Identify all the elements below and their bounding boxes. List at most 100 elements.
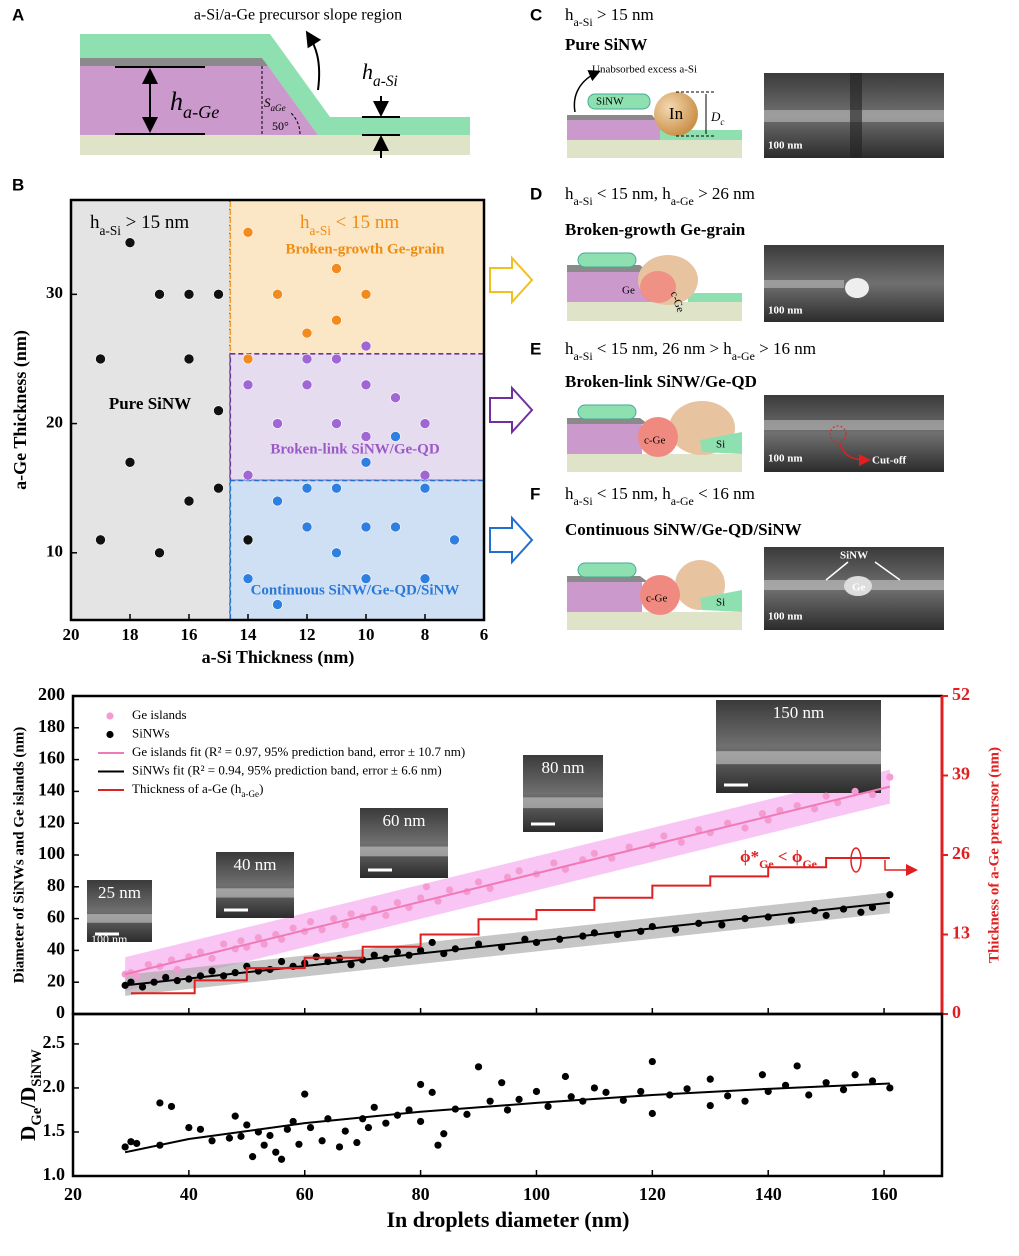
data-point: [660, 832, 668, 840]
cutoff-label: Cut-off: [872, 455, 907, 467]
data-point: [822, 911, 830, 920]
data-point: [532, 1087, 541, 1096]
data-point: [677, 838, 685, 846]
data-point: [185, 1123, 193, 1132]
h-si-label: ha-Si: [362, 59, 398, 90]
y-tick-label: 60: [47, 907, 65, 927]
data-point: [289, 1117, 297, 1126]
data-point: [417, 894, 425, 902]
data-point: [272, 1148, 280, 1156]
data-point: [741, 824, 749, 832]
data-point: [127, 1138, 135, 1146]
data-point: [331, 263, 342, 274]
y-tick-label: 120: [38, 811, 65, 831]
data-point: [434, 1141, 442, 1149]
data-point: [360, 289, 372, 300]
x-tick-label: 60: [296, 1184, 314, 1204]
panel-letter: D: [530, 184, 542, 203]
data-point: [449, 534, 460, 546]
ge-qd: [638, 417, 678, 457]
text-part: < 15 nm, 26 nm > h: [593, 339, 733, 358]
data-point: [544, 1102, 552, 1111]
data-point: [474, 1063, 483, 1071]
data-point: [648, 1109, 656, 1118]
text-part: < 15 nm, h: [593, 184, 672, 203]
scale-label: 100 nm: [768, 305, 803, 317]
data-point: [561, 1072, 570, 1081]
data-point: [173, 965, 181, 974]
fit-line: [125, 901, 890, 987]
text-part: h: [362, 59, 373, 84]
data-point: [857, 908, 865, 916]
subscript: a-Si: [574, 15, 594, 29]
data-point: [422, 883, 430, 891]
region: [70, 199, 232, 621]
data-point: [331, 314, 342, 326]
subscript: Ge: [802, 857, 817, 871]
y-tick-label: 30: [46, 283, 63, 302]
text-part: D: [16, 1126, 40, 1141]
data-point: [331, 418, 342, 429]
sinw: [587, 93, 651, 110]
data-point: [886, 1084, 894, 1092]
data-point: [619, 1096, 627, 1104]
data-point: [95, 353, 106, 365]
panel-c: C ha-Si > 15 nm Pure SiNW SiNW Unabsorbe…: [530, 5, 944, 158]
data-point: [590, 849, 599, 858]
data-point: [237, 1132, 245, 1140]
data-point: [318, 926, 326, 934]
data-point: [419, 469, 431, 481]
y2-tick-label: 26: [952, 843, 970, 863]
text-part: h: [300, 212, 310, 233]
fit-line: [124, 1082, 890, 1154]
subscript: a-Ge: [241, 789, 259, 799]
data-point: [306, 1123, 315, 1132]
text-part: h: [565, 339, 574, 358]
data-point: [266, 1131, 274, 1140]
text-part: h: [565, 5, 574, 24]
a-si-layer: [80, 34, 470, 135]
data-point: [706, 1101, 714, 1110]
data-point: [208, 954, 216, 962]
data-point: [486, 1097, 494, 1105]
panel-title: Broken-link SiNW/Ge-QD: [565, 372, 757, 391]
subscript: a-Si: [310, 223, 332, 238]
data-point: [196, 948, 205, 956]
panel-b: 20 18 16 14 12 10 8 6 10 20 30: [46, 198, 489, 644]
x-tick-label: 140: [755, 1184, 782, 1204]
a-ge-layer: [567, 120, 666, 140]
annotation-arrow: [884, 860, 918, 876]
data-point: [683, 1085, 691, 1093]
data-point: [283, 1125, 291, 1133]
x-tick-label: 6: [480, 625, 489, 644]
cut-circle: [829, 425, 847, 443]
data-point: [183, 289, 195, 300]
a-si-layer: [688, 293, 742, 302]
y2-tick-label: 13: [952, 923, 970, 943]
data-point: [428, 938, 436, 947]
y2-tick-label: 39: [952, 764, 970, 784]
text-part: < 15 nm, h: [593, 484, 672, 503]
data-point: [550, 859, 558, 867]
sem-qd: [844, 576, 872, 596]
data-point: [331, 547, 342, 559]
inset-label: 80 nm: [542, 758, 585, 777]
sem-wire: [216, 888, 294, 898]
x-axis-label: In droplets diameter (nm): [386, 1207, 629, 1232]
data-point: [360, 521, 372, 533]
data-point: [353, 1138, 361, 1147]
data-point: [822, 1079, 830, 1087]
y2-tick-label: 0: [952, 1002, 961, 1022]
data-point: [144, 961, 152, 969]
text-part: h: [90, 212, 100, 233]
data-point: [695, 825, 703, 834]
y-tick-label: 140: [38, 780, 65, 800]
subscript: a-Si: [100, 223, 122, 238]
si-label: Si: [716, 597, 725, 609]
ge-qd: [640, 575, 680, 615]
region-label: Continuous SiNW/Ge-QD/SiNW: [251, 582, 460, 598]
subscript: c: [720, 117, 724, 127]
subscript: a-Ge: [671, 494, 694, 508]
annotation: ϕ*Ge < ϕGe: [740, 847, 817, 871]
data-point: [886, 773, 894, 781]
